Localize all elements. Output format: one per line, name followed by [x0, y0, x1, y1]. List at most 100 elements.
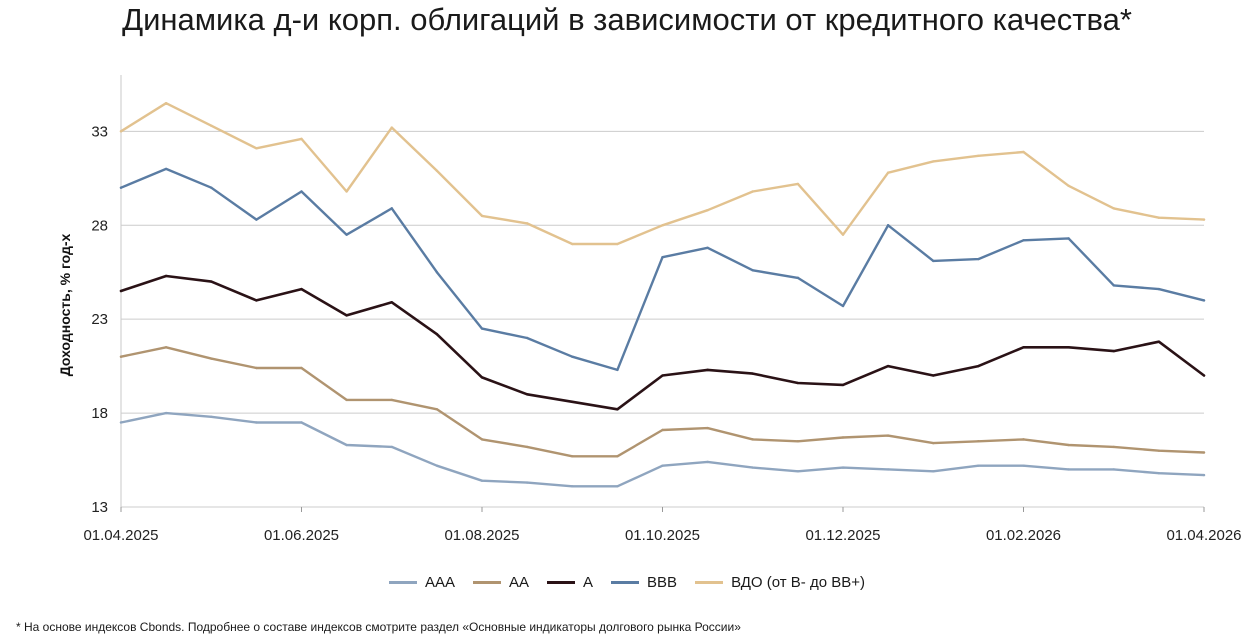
data-point: [841, 466, 845, 469]
data-point: [616, 485, 619, 488]
data-point: [435, 333, 439, 336]
data-point: [1112, 468, 1115, 471]
x-tick-label: 01.04.2026: [1166, 527, 1241, 544]
data-point: [1067, 237, 1070, 240]
data-point: [255, 218, 258, 221]
data-point: [1022, 438, 1025, 441]
data-point: [390, 301, 393, 304]
data-point: [751, 466, 754, 469]
legend: AAA AA A BBB ВДО (от B- до BB+): [0, 574, 1254, 591]
x-tick-label: 01.10.2025: [625, 527, 700, 544]
data-point: [977, 154, 980, 157]
data-point: [345, 443, 348, 447]
data-point: [661, 255, 664, 259]
data-point: [435, 408, 439, 411]
data-point: [706, 246, 709, 249]
data-point: [706, 209, 709, 212]
data-point: [977, 257, 980, 261]
series-line-3: [119, 167, 1206, 372]
data-point: [796, 470, 800, 473]
data-point: [1112, 207, 1115, 210]
data-point: [706, 460, 709, 464]
data-point: [210, 357, 213, 360]
data-point: [164, 274, 168, 278]
data-point: [255, 299, 258, 302]
x-tick-label: 01.06.2025: [264, 527, 339, 544]
legend-label: BBB: [647, 574, 678, 591]
data-point: [571, 485, 574, 488]
data-point: [932, 470, 935, 473]
data-point: [841, 304, 845, 308]
data-point: [210, 186, 213, 189]
data-point: [300, 287, 303, 291]
data-point: [751, 372, 754, 375]
legend-label: A: [583, 574, 594, 591]
data-point: [255, 366, 258, 370]
x-axis-ticks: 01.04.2025 01.06.2025 01.08.2025 01.10.2025…: [83, 507, 1242, 544]
data-point: [616, 408, 619, 411]
series-line-1: [119, 346, 1206, 458]
legend-label: ВДО (от B- до BB+): [731, 574, 865, 591]
data-point: [525, 393, 529, 396]
data-point: [1202, 374, 1206, 377]
data-point: [525, 481, 529, 484]
data-point: [390, 445, 393, 449]
data-point: [886, 224, 890, 227]
data-point: [706, 426, 709, 430]
data-point: [119, 130, 123, 133]
data-point: [210, 124, 213, 127]
data-point: [1112, 284, 1115, 287]
data-point: [1067, 443, 1070, 447]
data-point: [661, 464, 664, 467]
data-point: [1157, 471, 1161, 475]
data-point: [1022, 464, 1025, 467]
chart-title: Динамика д-и корп. облигаций в зависимос…: [122, 2, 1132, 37]
data-point: [1022, 346, 1025, 349]
data-point: [1157, 216, 1161, 219]
y-tick-label: 28: [91, 217, 108, 234]
data-point: [886, 171, 890, 174]
legend-item: AA: [473, 574, 529, 591]
data-point: [300, 421, 303, 424]
data-point: [1157, 287, 1161, 291]
data-point: [480, 479, 484, 482]
data-point: [706, 368, 709, 372]
y-tick-label: 18: [91, 405, 108, 422]
data-point: [390, 207, 393, 210]
data-point: [390, 398, 393, 402]
data-point: [571, 400, 574, 404]
data-point: [977, 364, 980, 368]
series-line-2: [119, 274, 1206, 411]
data-point: [661, 224, 664, 227]
y-axis-ticks: 13 18 23 28 33: [91, 123, 108, 516]
data-point: [210, 415, 213, 419]
data-point: [164, 411, 168, 415]
series-line-0: [119, 411, 1206, 488]
data-point: [796, 182, 800, 186]
data-point: [1067, 184, 1070, 188]
data-point: [435, 169, 439, 172]
data-point: [796, 440, 800, 443]
data-point: [886, 468, 890, 471]
x-tick-label: 01.12.2025: [805, 527, 880, 544]
data-point: [525, 336, 529, 340]
data-point: [886, 364, 890, 368]
data-point: [1157, 340, 1161, 343]
data-point: [119, 289, 123, 293]
legend-swatch: [547, 581, 576, 584]
data-point: [390, 126, 393, 129]
data-point: [1067, 346, 1070, 349]
chart-svg: 13 18 23 28 33 01.04.2025 01.06.2025 01.08.202…: [57, 75, 1242, 544]
data-point: [1112, 445, 1115, 449]
data-point: [1022, 150, 1025, 154]
data-point: [616, 242, 619, 246]
data-point: [119, 355, 123, 358]
data-point: [796, 276, 800, 280]
data-point: [1112, 349, 1115, 353]
data-point: [345, 233, 348, 236]
legend-item: A: [547, 574, 593, 591]
y-tick-label: 23: [91, 311, 108, 328]
data-point: [616, 455, 619, 458]
data-point: [796, 381, 800, 385]
data-point: [1022, 239, 1025, 242]
